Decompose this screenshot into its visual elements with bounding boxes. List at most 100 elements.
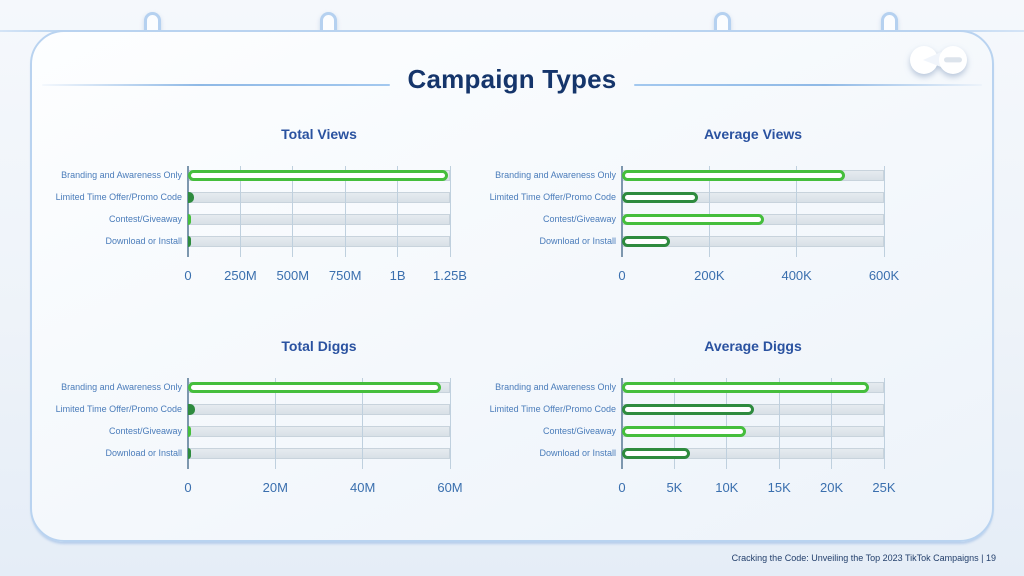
x-axis-ticks: 0 200K 400K 600K (618, 268, 899, 284)
category-label: Limited Time Offer/Promo Code (55, 192, 182, 202)
bar-track (188, 236, 450, 247)
bar-rows (622, 382, 884, 470)
x-tick-label: 10K (715, 480, 739, 495)
bar-track (188, 214, 450, 225)
bar-track (622, 448, 884, 459)
title-divider-right (634, 84, 982, 86)
category-label: Download or Install (105, 448, 182, 458)
bar-track (188, 170, 450, 181)
bar-track (188, 404, 450, 415)
category-label: Download or Install (539, 236, 616, 246)
bar (622, 448, 691, 459)
category-axis: Branding and Awareness Only Limited Time … (38, 376, 182, 464)
bar-track (188, 192, 450, 203)
chart-average-views: Average Views Branding and Awareness Onl… (472, 122, 900, 302)
bar-rows (622, 170, 884, 258)
bar (188, 170, 448, 181)
minus-circle-icon (939, 46, 967, 74)
category-label: Download or Install (105, 236, 182, 246)
category-label: Branding and Awareness Only (495, 170, 616, 180)
x-tick-label: 5K (666, 480, 683, 495)
bar (622, 382, 870, 393)
bar-rows (188, 382, 450, 470)
category-axis: Branding and Awareness Only Limited Time … (38, 164, 182, 252)
bar-track (188, 426, 450, 437)
bar-track (622, 404, 884, 415)
x-tick-label: 40M (350, 480, 376, 495)
bar (188, 382, 442, 393)
x-tick-label: 750M (328, 268, 362, 283)
chart-title: Average Diggs (704, 338, 802, 354)
bar (622, 170, 845, 181)
chart-title: Total Views (281, 126, 357, 142)
plot-area: 0 20M 40M 60M (184, 378, 463, 498)
bar (188, 404, 195, 415)
x-tick-label: 1B (389, 268, 406, 283)
bar (622, 192, 699, 203)
page-title: Campaign Types (407, 64, 617, 94)
bar (188, 448, 191, 459)
brand-logo (910, 46, 967, 74)
x-tick-label: 20K (820, 480, 844, 495)
chart-title: Average Views (703, 126, 803, 142)
x-tick-label: 0 (618, 268, 626, 283)
x-tick-label: 500M (276, 268, 310, 283)
x-tick-label: 1.25B (433, 268, 467, 283)
bar (622, 236, 671, 247)
bar (188, 214, 191, 225)
plot-area: 0 200K 400K 600K (618, 166, 899, 286)
bar (188, 192, 195, 203)
bar-track (622, 236, 884, 247)
title-divider-left (42, 84, 390, 86)
bar-track (188, 448, 450, 459)
chart-average-diggs: Average Diggs Branding and Awareness Onl… (472, 334, 896, 514)
bar (622, 426, 746, 437)
x-tick-label: 250M (224, 268, 257, 283)
slide-footer: Cracking the Code: Unveiling the Top 202… (731, 553, 996, 563)
category-label: Contest/Giveaway (108, 214, 182, 224)
bar (622, 214, 764, 225)
bar-track (188, 382, 450, 393)
x-axis-ticks: 0 250M 500M 750M 1B 1.25B (184, 268, 467, 284)
bar-track (622, 192, 884, 203)
x-tick-label: 60M (437, 480, 463, 495)
bar-rows (188, 170, 450, 258)
plot-area: 0 5K 10K 15K 20K 25K (618, 378, 896, 498)
category-axis: Branding and Awareness Only Limited Time … (472, 164, 616, 252)
bar (622, 404, 755, 415)
bar-track (622, 170, 884, 181)
category-label: Download or Install (539, 448, 616, 458)
category-label: Branding and Awareness Only (61, 170, 182, 180)
x-tick-label: 0 (184, 480, 192, 495)
plot-area: 0 250M 500M 750M 1B 1.25B (184, 166, 467, 286)
chart-total-views: Total Views Branding and Awareness Only L… (38, 122, 467, 302)
category-label: Limited Time Offer/Promo Code (55, 404, 182, 414)
bar-track (622, 382, 884, 393)
x-tick-label: 0 (618, 480, 626, 495)
category-label: Limited Time Offer/Promo Code (489, 192, 616, 202)
category-label: Branding and Awareness Only (61, 382, 182, 392)
category-label: Branding and Awareness Only (495, 382, 616, 392)
x-tick-label: 20M (262, 480, 288, 495)
x-axis-ticks: 0 5K 10K 15K 20K 25K (618, 480, 895, 496)
chart-title: Total Diggs (281, 338, 357, 354)
category-label: Limited Time Offer/Promo Code (489, 404, 616, 414)
x-axis-ticks: 0 20M 40M 60M (184, 480, 462, 496)
bar-track (622, 214, 884, 225)
category-label: Contest/Giveaway (108, 426, 182, 436)
x-tick-label: 600K (868, 268, 900, 283)
category-label: Contest/Giveaway (542, 214, 616, 224)
x-tick-label: 200K (694, 268, 725, 283)
x-tick-label: 0 (184, 268, 192, 283)
x-tick-label: 400K (781, 268, 812, 283)
category-label: Contest/Giveaway (542, 426, 616, 436)
bar-track (622, 426, 884, 437)
bar (188, 236, 191, 247)
x-tick-label: 15K (767, 480, 791, 495)
bar (188, 426, 191, 437)
pacman-circle-icon (910, 46, 941, 74)
x-tick-label: 25K (872, 480, 896, 495)
category-axis: Branding and Awareness Only Limited Time … (472, 376, 616, 464)
chart-total-diggs: Total Diggs Branding and Awareness Only L… (38, 334, 463, 514)
